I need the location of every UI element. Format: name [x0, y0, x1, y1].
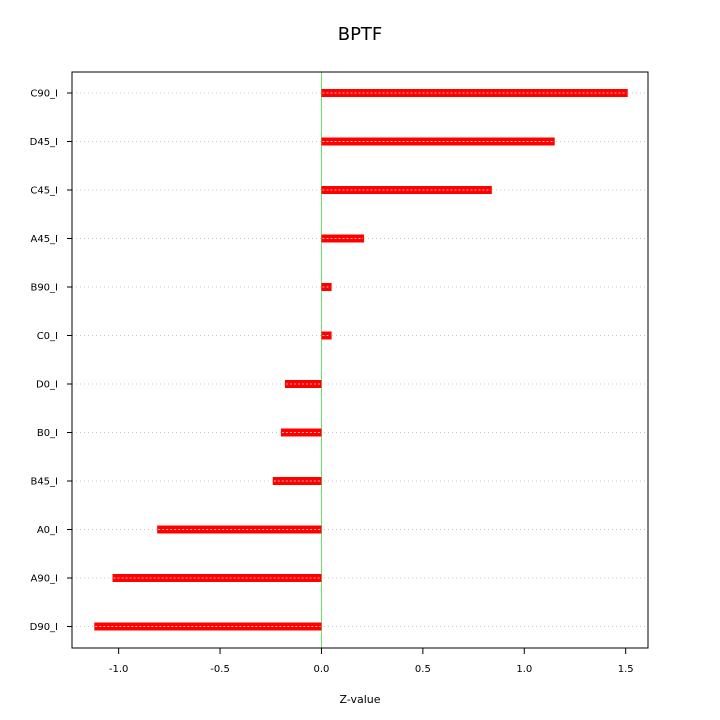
- y-tick-label: A90_I: [30, 574, 58, 585]
- y-tick-label: B45_I: [30, 477, 58, 488]
- x-tick-label: -1.0: [109, 664, 129, 675]
- y-axis: C90_I D45_I C45_I A45_I B90_I C0_I D0_I B0_I B45…: [30, 89, 72, 633]
- y-tick-label: A0_I: [37, 525, 58, 536]
- y-tick-label: A45_I: [30, 234, 58, 245]
- x-tick-label: 0.0: [314, 664, 330, 675]
- x-tick-label: 0.5: [415, 664, 431, 675]
- y-tick-label: B0_I: [37, 428, 58, 439]
- bar: [272, 477, 322, 485]
- y-tick-label: D90_I: [30, 622, 58, 633]
- x-tick-label: -0.5: [210, 664, 230, 675]
- x-tick-label: 1.5: [618, 664, 634, 675]
- plot-frame: [71, 71, 649, 649]
- bar: [280, 428, 322, 437]
- x-axis-title: Z-value: [339, 693, 380, 706]
- y-tick-label: B90_I: [30, 283, 58, 294]
- bar: [112, 574, 322, 582]
- grid-layer: [72, 92, 648, 627]
- chart-title: BPTF: [338, 24, 383, 45]
- bar: [321, 137, 555, 146]
- y-tick-label: C45_I: [30, 186, 58, 197]
- x-tick-label: 1.0: [516, 664, 532, 675]
- y-tick-label: D45_I: [30, 137, 58, 148]
- x-axis: -1.0 -0.5 0.0 0.5 1.0 1.5: [109, 648, 634, 675]
- y-tick-label: C0_I: [37, 331, 58, 342]
- y-tick-label: D0_I: [36, 380, 58, 391]
- bar-layer: [94, 89, 628, 631]
- y-tick-label: C90_I: [30, 89, 58, 100]
